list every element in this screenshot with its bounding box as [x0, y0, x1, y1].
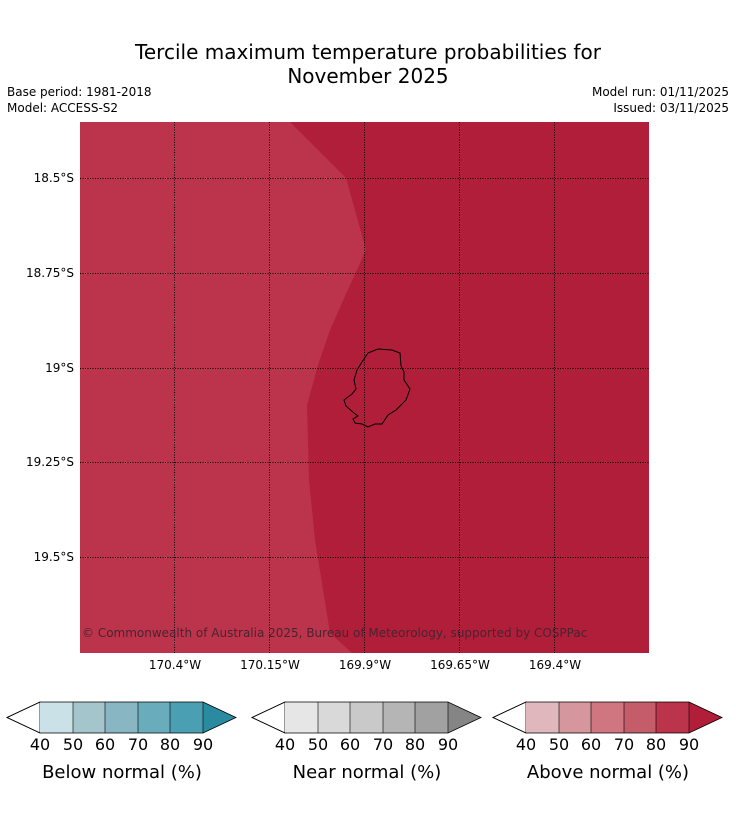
- copyright-text: © Commonwealth of Australia 2025, Bureau…: [82, 626, 587, 640]
- colorbar-right-arrow: [689, 702, 722, 733]
- colorbar-outline: [251, 701, 482, 734]
- colorbar-swatch: [591, 702, 624, 733]
- lon-label-2: 170.15°W: [240, 658, 300, 672]
- legend-tick: 80: [159, 735, 181, 754]
- lon-label-4: 169.65°W: [430, 658, 490, 672]
- meta-right: Model run: 01/11/2025 Issued: 03/11/2025: [592, 84, 729, 116]
- lat-label-4: 19.25°S: [26, 455, 74, 469]
- colorbar-dividers: [72, 702, 204, 733]
- colorbar-swatch: [73, 702, 105, 733]
- colorbar-swatch: [559, 702, 591, 733]
- lon-label-5: 169.4°W: [528, 658, 582, 672]
- base-period: Base period: 1981-2018: [7, 85, 152, 99]
- colorbar-below-normal: [6, 701, 237, 734]
- lon-label-3: 169.9°W: [338, 658, 392, 672]
- colorbar-swatch: [318, 702, 350, 733]
- legend-tick: 40: [29, 735, 51, 754]
- legend-title: Below normal (%): [42, 762, 202, 783]
- model-run: Model run: 01/11/2025: [591, 85, 729, 99]
- legend-tick: 90: [678, 735, 700, 754]
- legend-tick: 80: [404, 735, 426, 754]
- colorbar-dividers: [558, 702, 690, 733]
- legend-tick: 60: [339, 735, 361, 754]
- colorbar-swatch: [40, 702, 73, 733]
- legend-tick: 80: [645, 735, 667, 754]
- title-line-1: Tercile maximum temperature probabilitie…: [135, 40, 601, 64]
- legend-near-normal: 40 50 60 70 80 90 Near normal (%): [251, 700, 491, 800]
- legend-tick: 60: [94, 735, 116, 754]
- colorbar-above-normal: [492, 701, 723, 734]
- legend-tick: 70: [372, 735, 394, 754]
- lat-label-1: 18.5°S: [33, 171, 74, 185]
- lat-label-2: 18.75°S: [26, 266, 74, 280]
- legend-title: Above normal (%): [526, 762, 690, 783]
- legend-tick: 90: [437, 735, 459, 754]
- legend-tick: 70: [613, 735, 635, 754]
- island-outline: [343, 348, 411, 428]
- colorbar-swatch: [624, 702, 656, 733]
- legend-tick: 40: [274, 735, 296, 754]
- legend-tick: 60: [580, 735, 602, 754]
- gridlines: [80, 122, 649, 653]
- colorbar-near-normal: [251, 701, 482, 734]
- colorbar-swatch: [656, 702, 689, 733]
- legend-tick: 70: [127, 735, 149, 754]
- colorbar-left-arrow: [492, 701, 527, 734]
- colorbar-swatch: [526, 702, 559, 733]
- legend-above-normal: 40 50 60 70 80 90 Above normal (%): [492, 700, 732, 800]
- colorbar-right-arrow: [448, 702, 481, 733]
- lon-label-1: 170.4°W: [148, 658, 202, 672]
- colorbar-swatch: [383, 702, 415, 733]
- colorbar-right-arrow: [203, 702, 236, 733]
- colorbar-left-arrow: [251, 701, 286, 734]
- legend-title: Near normal (%): [292, 762, 442, 783]
- colorbar-swatch: [170, 702, 203, 733]
- colorbar-swatch: [350, 702, 383, 733]
- lat-label-5: 19.5°S: [33, 550, 74, 564]
- colorbar-left-arrow: [6, 701, 41, 734]
- legend-tick: 90: [192, 735, 214, 754]
- region-above-90: [290, 122, 649, 653]
- title-line-2: November 2025: [287, 64, 449, 88]
- model-name: Model: ACCESS-S2: [7, 101, 119, 115]
- issued-date: Issued: 03/11/2025: [613, 101, 729, 115]
- colorbar-swatch: [138, 702, 170, 733]
- lat-label-3: 19°S: [45, 361, 74, 375]
- colorbar-swatch: [105, 702, 138, 733]
- colorbar-dividers: [317, 702, 449, 733]
- legend-tick: 40: [515, 735, 537, 754]
- colorbar-outline: [6, 701, 237, 734]
- legend-tick: 50: [307, 735, 329, 754]
- colorbar-outline: [492, 701, 723, 734]
- legend-below-normal: 40 50 60 70 80 90 Below normal (%): [6, 700, 246, 800]
- colorbar-swatch: [415, 702, 448, 733]
- colorbar-swatch: [285, 702, 318, 733]
- meta-left: Base period: 1981-2018 Model: ACCESS-S2: [7, 84, 152, 116]
- legend-tick: 50: [62, 735, 84, 754]
- legend-tick: 50: [548, 735, 570, 754]
